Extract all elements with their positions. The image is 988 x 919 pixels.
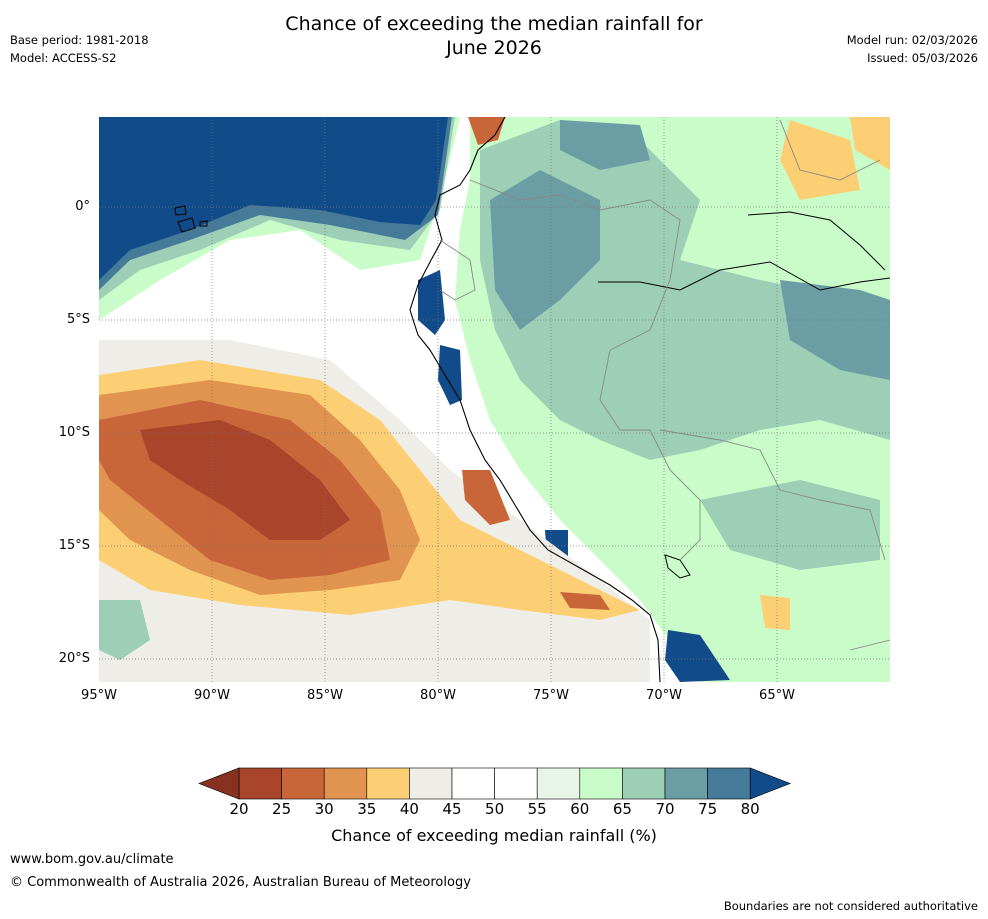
metadata-right: Model run: 02/03/2026 Issued: 05/03/2026 [847,31,978,67]
model-text: Model: ACCESS-S2 [10,51,117,65]
field-70-75-b [780,280,890,380]
disclaimer-text: Boundaries are not considered authoritat… [723,899,978,913]
lon-label-85w: 85°W [307,688,343,703]
lake-titicaca [664,554,691,579]
lon-label-65w: 65°W [759,688,795,703]
lon-label-70w: 70°W [646,688,682,703]
se-dry-patch [760,595,790,630]
colorbar-segment [664,767,708,800]
colorbar-segment [451,767,495,800]
lat-label-20s: 20°S [58,651,90,666]
colorbar-segment [579,767,623,800]
title-line-1: Chance of exceeding the median rainfall … [285,13,703,35]
colorbar-under-arrow [198,767,240,800]
colorbar-label: Chance of exceeding median rainfall (%) [331,826,657,845]
southern-wet-patch [665,630,730,682]
map-field [99,117,890,682]
title-line-2: June 2026 [446,37,542,59]
map-title: Chance of exceeding the median rainfall … [0,12,988,60]
lon-label-95w: 95°W [81,688,117,703]
model-run-text: Model run: 02/03/2026 [846,33,978,47]
north-coast-dry [468,117,505,145]
lat-label-5s: 5°S [66,312,90,327]
ne-dry-patch-2 [850,117,890,170]
colorbar-tick-label: 40 [399,800,419,818]
colorbar-segment [409,767,453,800]
field-pacific-80 [99,117,448,280]
colorbar-segment [281,767,325,800]
colorbar-tick-label: 75 [698,800,718,818]
coastal-dry-patch-2 [560,592,610,610]
colorbar-tick-label: 45 [442,800,462,818]
graticule [99,117,890,682]
amazon-river [598,261,890,291]
coastal-wet-streak-2 [438,345,462,405]
colorbar-tick-label: 50 [485,800,505,818]
colorbar-tick-label: 25 [272,800,292,818]
colorbar-segment [536,767,581,800]
colorbar-tick-label: 65 [612,800,632,818]
lon-label-75w: 75°W [533,688,569,703]
field-dry-20 [140,420,350,540]
lat-label-15s: 15°S [58,538,90,553]
galapagos-islands [174,205,208,233]
field-65-70-b [700,480,880,570]
country-borders [439,119,890,651]
colorbar-segment [238,767,282,800]
coastline [409,117,661,682]
lat-label-0: 0° [75,199,90,214]
colorbar-segment [707,767,751,800]
field-70-75 [490,170,600,330]
colorbar-tick-label: 20 [229,800,249,818]
colorbar-tick-label: 70 [655,800,675,818]
metadata-left: Base period: 1981-2018 Model: ACCESS-S2 [10,31,149,67]
colorbar-tick-label: 80 [740,800,760,818]
copyright-text: © Commonwealth of Australia 2026, Austra… [10,875,471,890]
colorbar-segment [323,767,368,800]
colorbar-tick-label: 35 [357,800,377,818]
website-text: www.bom.gov.au/climate [10,852,174,867]
base-period-text: Base period: 1981-2018 [10,33,149,47]
lon-label-80w: 80°W [420,688,456,703]
colorbar-segment [366,767,410,800]
lat-label-10s: 10°S [58,425,90,440]
colorbar [198,767,792,800]
northern-river [747,211,886,271]
colorbar-tick-label: 60 [570,800,590,818]
sw-green-patch [99,600,150,660]
colorbar-segment [622,767,666,800]
colorbar-over-arrow [749,767,792,800]
colorbar-segment [494,767,538,800]
colorbar-tick-label: 55 [527,800,547,818]
issued-text: Issued: 05/03/2026 [867,51,978,65]
lon-label-90w: 90°W [194,688,230,703]
colorbar-tick-label: 30 [314,800,334,818]
coastal-dry-patch [462,470,510,525]
field-70-75-c [560,120,650,170]
